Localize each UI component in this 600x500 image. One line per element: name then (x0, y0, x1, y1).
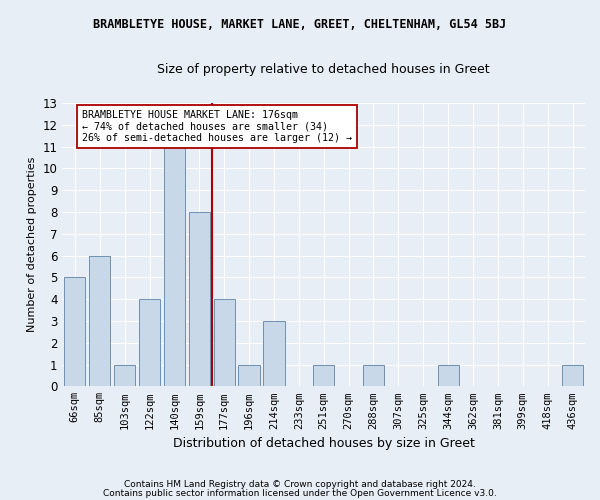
Text: Contains public sector information licensed under the Open Government Licence v3: Contains public sector information licen… (103, 490, 497, 498)
Bar (189, 212, 210, 386)
Bar (363, 364, 384, 386)
Bar (64, 278, 85, 386)
Bar (562, 364, 583, 386)
Bar (114, 364, 135, 386)
Text: Contains HM Land Registry data © Crown copyright and database right 2024.: Contains HM Land Registry data © Crown c… (124, 480, 476, 489)
Bar (437, 364, 459, 386)
Text: BRAMBLETYE HOUSE MARKET LANE: 176sqm
← 74% of detached houses are smaller (34)
2: BRAMBLETYE HOUSE MARKET LANE: 176sqm ← 7… (82, 110, 352, 143)
Title: Size of property relative to detached houses in Greet: Size of property relative to detached ho… (157, 62, 490, 76)
Y-axis label: Number of detached properties: Number of detached properties (27, 157, 37, 332)
Text: BRAMBLETYE HOUSE, MARKET LANE, GREET, CHELTENHAM, GL54 5BJ: BRAMBLETYE HOUSE, MARKET LANE, GREET, CH… (94, 18, 506, 30)
Bar (164, 146, 185, 386)
Bar (238, 364, 260, 386)
Bar (139, 299, 160, 386)
Bar (263, 321, 284, 386)
X-axis label: Distribution of detached houses by size in Greet: Distribution of detached houses by size … (173, 437, 475, 450)
Bar (89, 256, 110, 386)
Bar (214, 299, 235, 386)
Bar (313, 364, 334, 386)
